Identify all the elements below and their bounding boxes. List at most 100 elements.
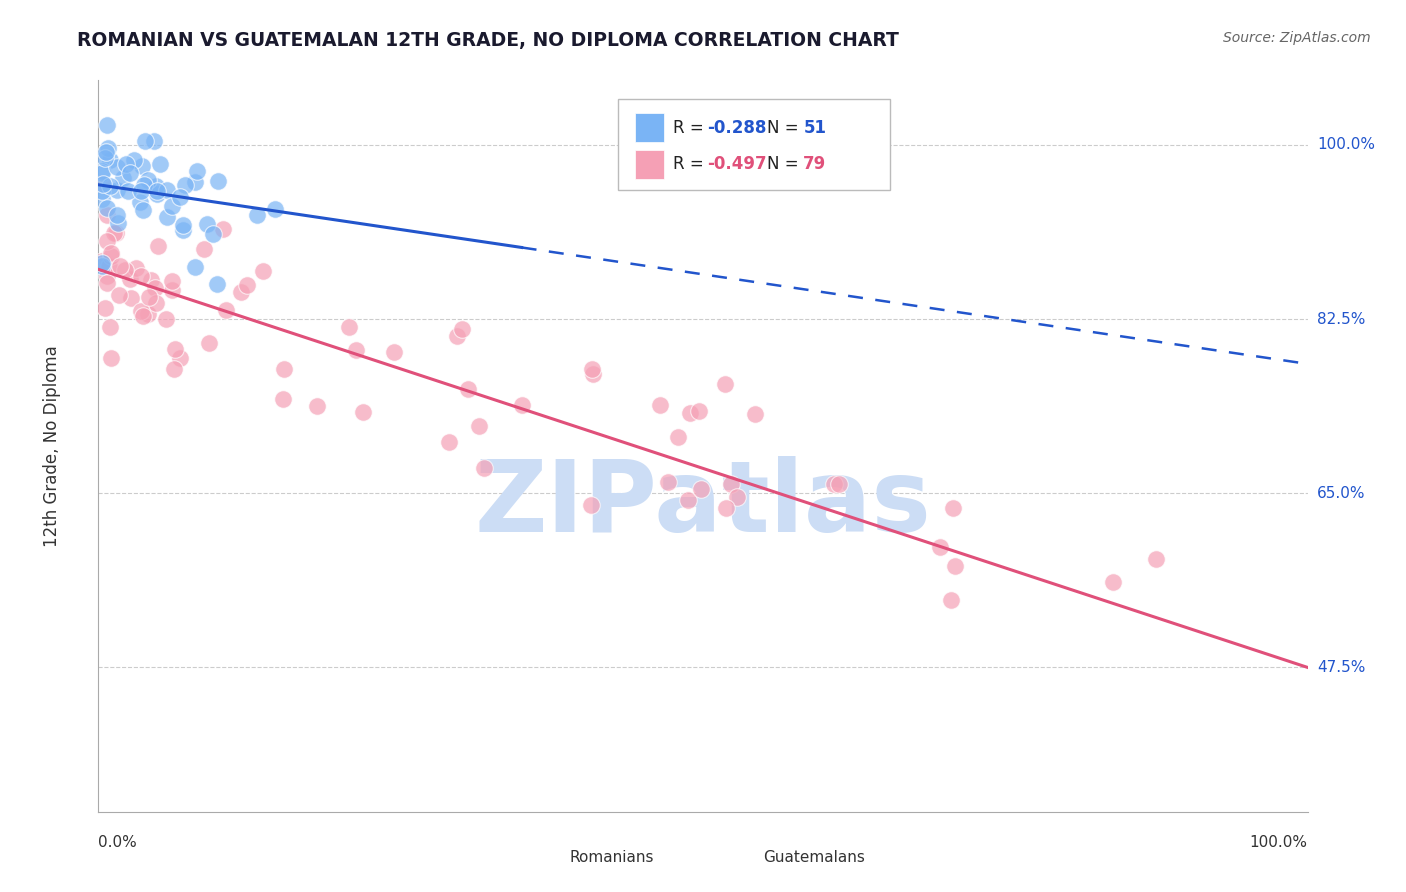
- Point: [132, 203, 155, 218]
- Point: [131, 159, 153, 173]
- Point: [129, 184, 152, 198]
- Point: [145, 187, 167, 202]
- Point: [96, 276, 118, 290]
- Point: [91, 259, 114, 273]
- Point: [96, 145, 118, 160]
- Point: [337, 319, 360, 334]
- Point: [139, 273, 162, 287]
- Point: [96, 208, 118, 222]
- Point: [91, 254, 114, 268]
- Text: 51: 51: [803, 119, 827, 136]
- Point: [271, 392, 294, 406]
- Point: [305, 399, 328, 413]
- Point: [828, 477, 851, 491]
- Point: [128, 194, 150, 209]
- Point: [246, 208, 269, 222]
- Point: [91, 256, 114, 270]
- Point: [943, 559, 966, 574]
- Point: [676, 492, 699, 507]
- Point: [129, 303, 152, 318]
- Point: [120, 271, 142, 285]
- Text: ZIPatlas: ZIPatlas: [475, 456, 931, 553]
- Point: [169, 351, 191, 365]
- Point: [172, 223, 194, 237]
- Point: [163, 362, 186, 376]
- Point: [162, 283, 184, 297]
- Point: [235, 277, 257, 292]
- Text: N =: N =: [768, 119, 804, 136]
- Point: [117, 185, 139, 199]
- Text: 100.0%: 100.0%: [1250, 835, 1308, 850]
- Point: [107, 183, 129, 197]
- Point: [169, 190, 191, 204]
- Text: N =: N =: [768, 155, 804, 173]
- Point: [132, 309, 155, 323]
- Text: 47.5%: 47.5%: [1317, 660, 1365, 675]
- Point: [939, 593, 962, 607]
- Point: [155, 312, 177, 326]
- Point: [172, 218, 194, 232]
- Point: [105, 160, 128, 174]
- Point: [666, 430, 689, 444]
- Point: [124, 153, 146, 167]
- Point: [103, 226, 125, 240]
- Point: [207, 277, 229, 292]
- Point: [344, 343, 367, 358]
- Point: [120, 166, 142, 180]
- Point: [688, 404, 710, 418]
- Point: [138, 290, 160, 304]
- Point: [114, 263, 136, 277]
- Point: [160, 273, 183, 287]
- FancyBboxPatch shape: [725, 846, 752, 869]
- Point: [384, 344, 406, 359]
- Point: [581, 362, 603, 376]
- Point: [98, 319, 121, 334]
- Point: [201, 227, 224, 241]
- Point: [91, 176, 114, 190]
- Text: Guatemalans: Guatemalans: [763, 849, 865, 864]
- Point: [105, 226, 128, 240]
- Point: [149, 157, 172, 171]
- Point: [105, 208, 128, 222]
- FancyBboxPatch shape: [636, 113, 664, 143]
- Point: [107, 217, 129, 231]
- Point: [942, 500, 965, 515]
- Point: [510, 398, 533, 412]
- Point: [100, 351, 122, 366]
- Point: [198, 335, 221, 350]
- Point: [96, 269, 118, 284]
- Point: [129, 269, 152, 284]
- Point: [91, 166, 114, 180]
- Text: -0.288: -0.288: [707, 119, 766, 136]
- Point: [1144, 552, 1167, 566]
- Point: [823, 476, 845, 491]
- Point: [96, 201, 118, 215]
- Text: R =: R =: [672, 119, 709, 136]
- Point: [125, 261, 148, 276]
- Point: [98, 153, 121, 167]
- Text: 79: 79: [803, 155, 827, 173]
- Point: [94, 152, 117, 166]
- Point: [207, 174, 229, 188]
- Point: [100, 245, 122, 260]
- Point: [120, 291, 142, 305]
- Point: [714, 500, 737, 515]
- Point: [91, 178, 114, 192]
- Text: Romanians: Romanians: [569, 849, 654, 864]
- Point: [91, 192, 114, 206]
- Point: [437, 435, 460, 450]
- Point: [156, 210, 179, 224]
- Text: -0.497: -0.497: [707, 155, 766, 173]
- FancyBboxPatch shape: [533, 846, 560, 869]
- Point: [100, 178, 122, 193]
- Point: [650, 398, 672, 412]
- Text: 12th Grade, No Diploma: 12th Grade, No Diploma: [44, 345, 62, 547]
- Point: [579, 499, 602, 513]
- Text: ROMANIAN VS GUATEMALAN 12TH GRADE, NO DIPLOMA CORRELATION CHART: ROMANIAN VS GUATEMALAN 12TH GRADE, NO DI…: [77, 31, 900, 50]
- Point: [136, 172, 159, 186]
- Point: [142, 134, 165, 148]
- Point: [108, 260, 131, 274]
- Point: [97, 259, 120, 273]
- Point: [186, 164, 208, 178]
- Point: [91, 164, 114, 178]
